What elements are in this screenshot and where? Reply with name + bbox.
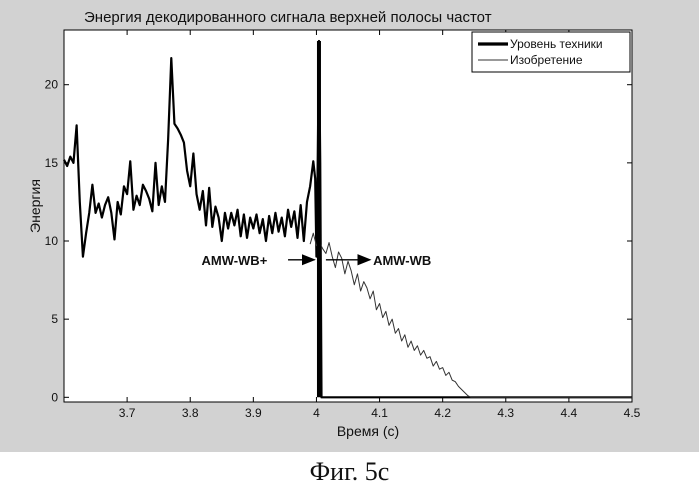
x-tick-label: 4.3	[497, 406, 514, 420]
y-tick-label: 10	[45, 234, 59, 248]
x-tick-label: 4.4	[561, 406, 578, 420]
y-tick-label: 15	[45, 156, 59, 170]
annotation-label: AMW-WB+	[201, 253, 267, 268]
y-tick-label: 20	[45, 78, 59, 92]
energy-chart: Энергия декодированного сигнала верхней …	[0, 0, 699, 452]
figure-caption: Фиг. 5с	[0, 452, 699, 492]
figure-panel: Энергия декодированного сигнала верхней …	[0, 0, 699, 452]
x-tick-label: 4.2	[434, 406, 451, 420]
x-tick-label: 4.5	[624, 406, 641, 420]
chart-title: Энергия декодированного сигнала верхней …	[84, 9, 492, 26]
y-tick-label: 5	[51, 312, 58, 326]
y-axis-label: Энергия	[27, 179, 43, 233]
annotation-label: AMW-WB	[373, 253, 431, 268]
x-tick-label: 4.1	[371, 406, 388, 420]
x-tick-label: 4	[313, 406, 320, 420]
x-tick-label: 3.9	[245, 406, 262, 420]
legend-entry-label: Изобретение	[510, 53, 583, 67]
y-tick-label: 0	[51, 390, 58, 404]
x-tick-label: 3.7	[119, 406, 136, 420]
plot-area	[64, 30, 632, 402]
legend-entry-label: Уровень техники	[510, 37, 603, 51]
x-axis-label: Время (с)	[337, 423, 399, 439]
x-tick-label: 3.8	[182, 406, 199, 420]
